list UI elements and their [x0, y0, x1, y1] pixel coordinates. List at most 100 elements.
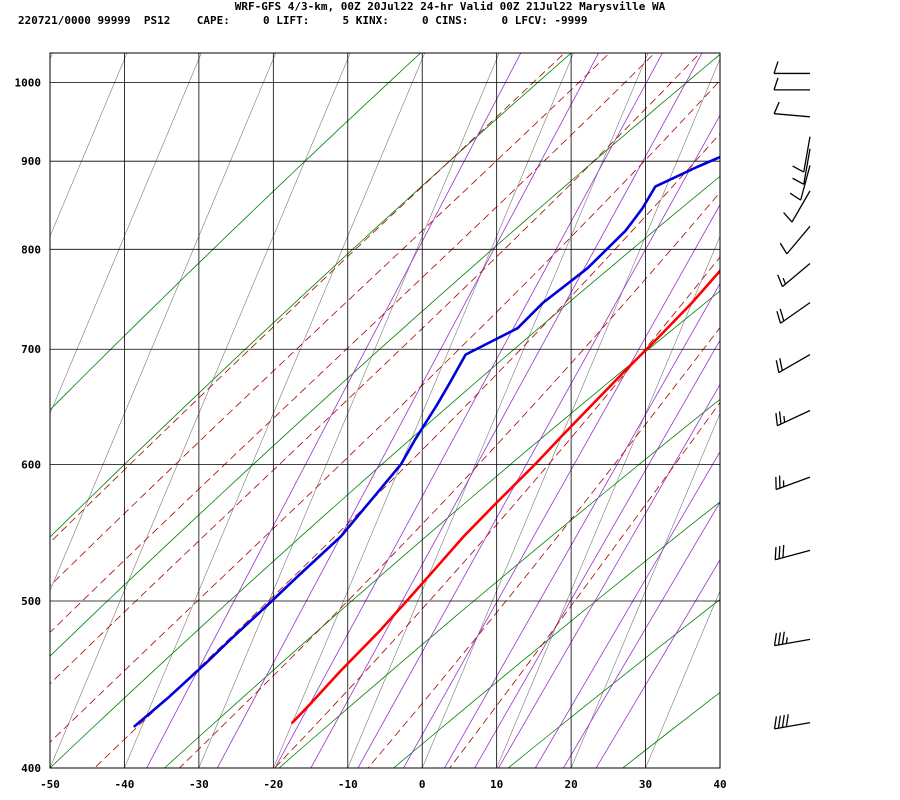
dewpoint-profile [133, 155, 720, 728]
pressure-tick-label: 700 [21, 343, 41, 356]
wind-barb-flag [792, 177, 805, 185]
wind-barb [773, 714, 811, 730]
isotherm [645, 589, 720, 768]
wind-barb-flag [778, 411, 782, 425]
wind-barb-flag [789, 192, 802, 201]
wind-barb-shaft [786, 225, 811, 255]
wind-barb-shaft [803, 136, 811, 173]
wind-barb-flag [781, 631, 785, 645]
mixing-ratio-line [474, 339, 720, 768]
wind-barb-flag [777, 715, 781, 729]
wind-barb [773, 77, 810, 91]
temperature-tick-label: 20 [564, 778, 577, 791]
dry-adiabat [622, 691, 720, 768]
temperature-tick-label: 10 [490, 778, 503, 791]
wind-barb-shaft [775, 476, 811, 491]
dry-adiabat [50, 53, 422, 411]
dry-adiabat [50, 53, 720, 657]
wind-barb-flag [774, 547, 777, 560]
wind-barb [783, 190, 811, 223]
wind-barb-flag [778, 546, 781, 559]
background-lines [50, 53, 720, 768]
pressure-tick-label: 900 [21, 155, 41, 168]
wind-barb [773, 101, 811, 118]
wind-barb-flag [783, 212, 793, 223]
wind-barb [775, 409, 811, 427]
wind-barb [775, 475, 811, 491]
pressure-tick-label: 1000 [15, 76, 42, 89]
mixing-ratio-line [595, 559, 720, 768]
dry-adiabat [393, 501, 720, 768]
moist-adiabat [274, 256, 720, 768]
grid [50, 53, 720, 769]
wind-barbs [773, 61, 811, 730]
temperature-tick-label: -20 [263, 778, 283, 791]
wind-barb-half-flag [785, 637, 788, 644]
dry-adiabat [50, 175, 720, 768]
dry-adiabat [278, 398, 720, 768]
wind-barb-flag [779, 242, 788, 255]
temperature-tick-label: -10 [338, 778, 358, 791]
sounding-profiles [133, 155, 720, 728]
mixing-ratio-line [444, 282, 720, 768]
dry-adiabat [163, 290, 720, 768]
wind-barb-shaft [780, 302, 811, 324]
wind-barb-flag [777, 632, 781, 646]
wind-barb [792, 148, 811, 185]
temperature-tick-label: -40 [115, 778, 135, 791]
wind-barb-flag [773, 61, 779, 74]
mixing-ratio-line [274, 53, 663, 768]
temperature-tick-label: -30 [189, 778, 209, 791]
temperature-axis: -50 -40 -30 -20 -10 0 10 20 30 40 [40, 778, 727, 791]
mixing-ratio-line [534, 451, 720, 768]
isotherm [570, 412, 720, 768]
wind-barb-flag [773, 716, 778, 729]
wind-barb-flag [781, 714, 785, 728]
wind-barb-flag [775, 360, 780, 373]
mixing-ratio-line [562, 501, 720, 768]
moist-adiabat [449, 401, 720, 768]
moist-adiabat [50, 53, 611, 587]
moist-adiabat [178, 191, 720, 768]
wind-barb-flag [779, 358, 783, 371]
moist-adiabat [93, 133, 720, 768]
mixing-ratio-line [146, 53, 522, 768]
wind-barb-shaft [803, 148, 811, 185]
wind-barb [773, 61, 810, 75]
wind-barb-shaft [800, 165, 811, 201]
wind-barb-shaft [791, 190, 811, 223]
chart-title: WRF-GFS 4/3-km, 00Z 20Jul22 24-hr Valid … [234, 0, 666, 13]
isotherm [50, 53, 128, 238]
temperature-tick-label: -50 [40, 778, 60, 791]
wind-barb-half-flag [783, 415, 786, 423]
wind-barb-half-flag [782, 277, 787, 285]
moist-adiabat [50, 53, 656, 633]
moist-adiabat [367, 326, 720, 768]
wind-barb-flag [775, 413, 779, 426]
wind-barb-shaft [778, 354, 811, 374]
wind-barb-flag [776, 310, 782, 324]
wind-barb-flag [782, 544, 785, 558]
dry-adiabat [507, 598, 720, 768]
wind-barb [776, 302, 811, 324]
wind-barb [779, 225, 811, 255]
wind-barb [774, 544, 811, 561]
isotherm [50, 53, 277, 592]
isotherm [50, 53, 202, 415]
wind-barb-flag [792, 165, 805, 173]
wind-barb [773, 631, 811, 647]
temperature-tick-label: 40 [713, 778, 726, 791]
wind-barb-flag [773, 633, 778, 646]
mixing-ratio-line [216, 53, 600, 768]
temperature-profile [291, 268, 720, 724]
pressure-tick-label: 400 [21, 762, 41, 775]
wind-barb-shaft [777, 409, 811, 427]
pressure-tick-label: 500 [21, 595, 41, 608]
moist-adiabat [50, 79, 720, 743]
plot-frame [49, 52, 721, 769]
dry-adiabat [50, 53, 572, 538]
wind-barb-shaft [775, 549, 811, 561]
temperature-tick-label: 30 [639, 778, 652, 791]
mixing-ratio-line [498, 383, 720, 768]
